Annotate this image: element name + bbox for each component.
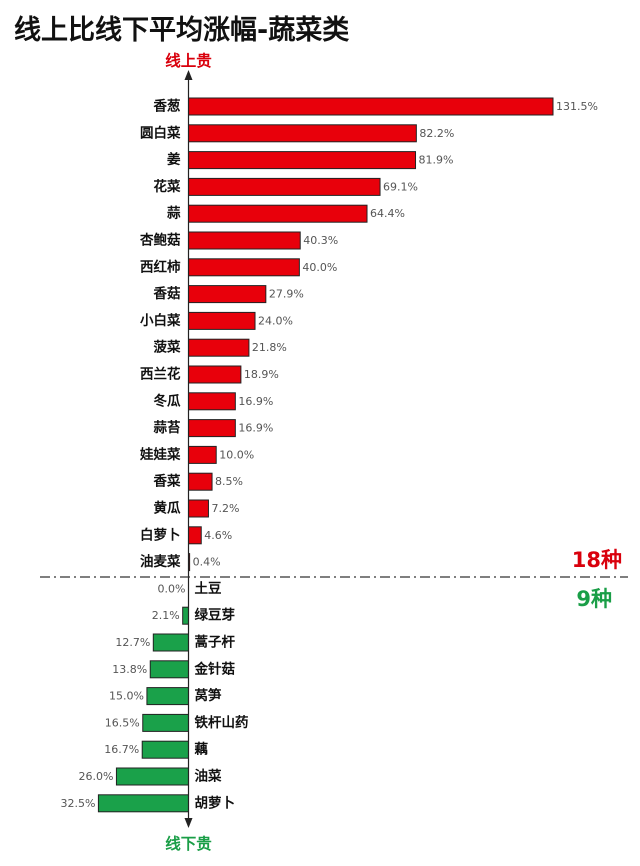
value-label: 0.0% bbox=[158, 582, 186, 595]
value-label: 69.1% bbox=[383, 180, 418, 193]
value-label: 0.4% bbox=[193, 556, 221, 569]
category-label: 油麦菜 bbox=[140, 553, 181, 570]
value-label: 13.8% bbox=[112, 663, 147, 676]
category-label: 西兰花 bbox=[140, 366, 181, 383]
bar-7 bbox=[188, 258, 300, 277]
category-label: 花菜 bbox=[154, 178, 181, 195]
category-label: 藕 bbox=[194, 741, 209, 758]
category-label: 黄瓜 bbox=[154, 500, 181, 517]
value-label: 16.5% bbox=[105, 716, 140, 729]
arrow-up-icon bbox=[184, 70, 193, 80]
value-label: 2.1% bbox=[152, 609, 180, 622]
value-label: 24.0% bbox=[258, 314, 293, 327]
category-label: 香菜 bbox=[153, 473, 181, 490]
category-label: 杏鲍菇 bbox=[140, 232, 181, 249]
page-title: 线上比线下平均涨幅-蔬菜类 bbox=[14, 15, 350, 46]
value-label: 16.9% bbox=[238, 395, 273, 408]
category-label: 香菇 bbox=[153, 285, 181, 302]
category-label: 菠菜 bbox=[154, 339, 181, 356]
value-label: 131.5% bbox=[556, 100, 598, 113]
category-label: 圆白菜 bbox=[140, 124, 181, 141]
bar-2 bbox=[188, 124, 417, 143]
bar-22 bbox=[149, 660, 189, 679]
category-label: 冬瓜 bbox=[154, 392, 181, 409]
bar-11 bbox=[188, 365, 242, 384]
category-label: 蒜苔 bbox=[154, 419, 181, 436]
count-upper-label: 18种 bbox=[572, 548, 622, 572]
category-label: 胡萝卜 bbox=[195, 794, 236, 811]
value-label: 10.0% bbox=[219, 448, 254, 461]
bar-17 bbox=[188, 526, 202, 545]
category-label: 金针菇 bbox=[194, 660, 236, 677]
bar-9 bbox=[188, 311, 256, 330]
bar-13 bbox=[188, 419, 236, 438]
axis-top-label: 线上贵 bbox=[165, 51, 212, 70]
value-label: 40.3% bbox=[303, 234, 338, 247]
bar-6 bbox=[188, 231, 301, 250]
value-label: 15.0% bbox=[109, 690, 144, 703]
value-label: 7.2% bbox=[211, 502, 239, 515]
value-label: 16.9% bbox=[238, 422, 273, 435]
value-label: 64.4% bbox=[370, 207, 405, 220]
value-label: 81.9% bbox=[419, 154, 454, 167]
arrow-down-icon bbox=[184, 818, 193, 828]
bar-10 bbox=[188, 338, 250, 357]
category-label: 蒜 bbox=[167, 205, 181, 222]
category-label: 油菜 bbox=[195, 768, 222, 785]
value-label: 12.7% bbox=[115, 636, 150, 649]
labels-group: 香葱 131.5% 圆白菜 82.2% 姜 81.9% 花菜 69.1% 蒜 64.4% 杏鲍菇 40… bbox=[60, 98, 597, 812]
value-label: 18.9% bbox=[244, 368, 279, 381]
bar-24 bbox=[142, 713, 189, 732]
bar-5 bbox=[188, 204, 368, 223]
bar-16 bbox=[188, 499, 209, 518]
value-label: 16.7% bbox=[104, 743, 139, 756]
bar-26 bbox=[115, 767, 189, 786]
value-label: 4.6% bbox=[204, 529, 232, 542]
value-label: 21.8% bbox=[252, 341, 287, 354]
category-label: 西红柿 bbox=[140, 258, 181, 275]
bar-3 bbox=[188, 151, 417, 170]
category-label: 绿豆芽 bbox=[195, 607, 236, 624]
category-label: 白萝卜 bbox=[140, 526, 181, 543]
bar-14 bbox=[188, 445, 217, 464]
category-label: 莴笋 bbox=[195, 687, 222, 704]
category-label: 娃娃菜 bbox=[139, 446, 181, 463]
category-label: 小白菜 bbox=[140, 312, 181, 329]
value-label: 40.0% bbox=[302, 261, 337, 274]
category-label: 香葱 bbox=[153, 98, 181, 115]
bar-25 bbox=[141, 740, 190, 759]
bar-15 bbox=[188, 472, 213, 491]
value-label: 82.2% bbox=[419, 127, 454, 140]
category-label: 姜 bbox=[167, 151, 181, 168]
bar-23 bbox=[146, 687, 189, 706]
bar-12 bbox=[188, 392, 236, 411]
bar-1 bbox=[188, 97, 554, 116]
axis-bottom-label: 线下贵 bbox=[165, 834, 212, 853]
bar-27 bbox=[97, 794, 189, 813]
value-label: 32.5% bbox=[60, 797, 95, 810]
category-label: 铁杆山药 bbox=[195, 714, 249, 731]
value-label: 27.9% bbox=[269, 288, 304, 301]
bar-4 bbox=[188, 177, 381, 196]
bar-21 bbox=[152, 633, 190, 652]
category-label: 土豆 bbox=[195, 580, 222, 597]
category-label: 蒿子杆 bbox=[195, 634, 236, 651]
value-label: 8.5% bbox=[215, 475, 243, 488]
value-label: 26.0% bbox=[78, 770, 113, 783]
bar-20 bbox=[182, 606, 189, 625]
bar-8 bbox=[188, 285, 267, 304]
count-lower-label: 9种 bbox=[576, 587, 612, 611]
